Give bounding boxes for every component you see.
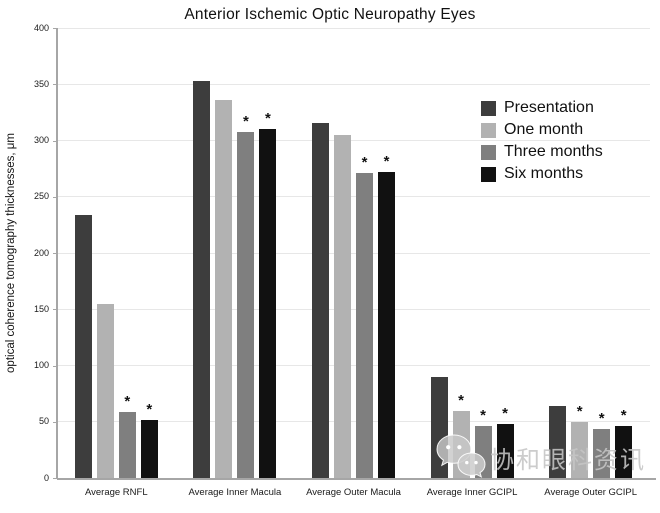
bar (237, 131, 255, 478)
y-tick-label: 200 (33, 247, 49, 258)
bar (615, 426, 633, 478)
x-axis-label: Average Outer GCIPL (544, 487, 638, 498)
y-tick-label: 50 (38, 416, 49, 427)
bar (193, 80, 211, 478)
x-axis-label: Average Outer Macula (306, 487, 401, 498)
gridline (57, 83, 650, 85)
y-tick-label: 300 (33, 135, 49, 145)
y-tick-mark (53, 421, 57, 423)
y-tick-mark (53, 140, 57, 142)
significance-star: * (502, 405, 509, 422)
chart-title: Anterior Ischemic Optic Neuropathy Eyes (184, 6, 476, 23)
x-axis-label: Average Inner Macula (188, 487, 282, 498)
legend-swatch (481, 100, 496, 116)
significance-star: * (242, 112, 249, 130)
legend-swatch (481, 166, 496, 182)
significance-star: * (124, 392, 131, 410)
y-tick-mark (53, 253, 57, 254)
bar (356, 173, 373, 478)
x-axis-label: Average RNFL (84, 487, 148, 498)
bar (452, 410, 470, 478)
legend-label: Three months (504, 143, 603, 160)
significance-star: * (576, 402, 583, 420)
legend-swatch (481, 144, 496, 160)
significance-star: * (598, 409, 605, 427)
y-tick-mark (53, 309, 57, 311)
legend-item: One month (481, 119, 603, 141)
bar (334, 134, 351, 478)
bar (312, 122, 329, 478)
bar (378, 172, 395, 478)
legend: Presentation One month Three months Six mon… (481, 97, 603, 185)
x-axis-line (57, 478, 656, 480)
y-tick-label: 0 (43, 472, 49, 483)
significance-star: * (480, 407, 487, 425)
bar (549, 406, 567, 478)
y-tick-mark (53, 196, 57, 198)
legend-label: One month (504, 121, 584, 138)
significance-star: * (383, 153, 390, 170)
gridline (57, 365, 650, 366)
bar (474, 426, 492, 478)
significance-star: * (146, 400, 153, 418)
legend-item: Three months (481, 141, 603, 163)
bar (96, 303, 114, 478)
y-tick-label: 250 (33, 191, 49, 202)
gridline (57, 27, 650, 29)
legend-item: Presentation (481, 97, 603, 119)
bar (259, 129, 277, 478)
y-tick-mark (53, 365, 57, 367)
bar (74, 214, 92, 478)
y-tick-mark (53, 478, 57, 479)
gridline (57, 421, 650, 423)
y-tick-mark (53, 84, 57, 86)
significance-star: * (264, 110, 271, 128)
legend-label: Six months (504, 165, 584, 182)
bar (215, 100, 233, 478)
x-axis-label: Average Inner GCIPL (426, 487, 518, 498)
legend-item: Six months (481, 163, 603, 185)
legend-label: Presentation (504, 99, 594, 116)
y-tick-mark (53, 28, 57, 29)
y-axis-line (56, 28, 58, 478)
bar (496, 424, 514, 478)
y-tick-label: 100 (33, 360, 49, 370)
gridline (57, 196, 650, 198)
y-tick-label: 350 (33, 78, 49, 89)
bar (593, 428, 611, 478)
significance-star: * (620, 407, 627, 425)
gridline (57, 252, 650, 254)
significance-star: * (361, 154, 368, 172)
y-tick-label: 150 (33, 303, 49, 314)
significance-star: * (458, 391, 465, 409)
gridline (57, 308, 650, 310)
bar (118, 411, 136, 478)
gridline (57, 140, 650, 141)
y-tick-label: 400 (33, 22, 49, 33)
legend-swatch (481, 122, 496, 138)
bar (140, 419, 158, 478)
bar (430, 376, 448, 478)
bar (571, 421, 589, 478)
